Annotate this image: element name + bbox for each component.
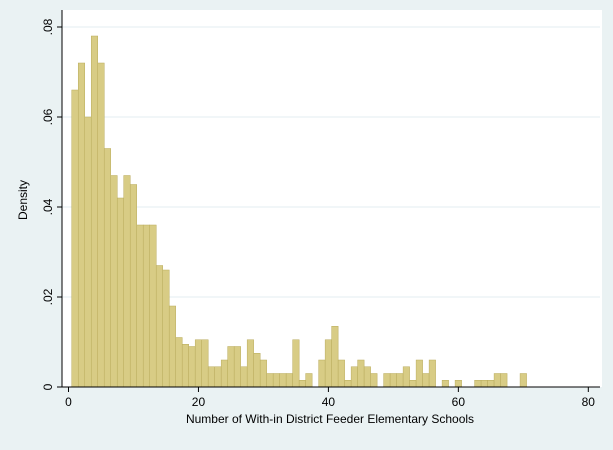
bar [370, 373, 378, 388]
bar [233, 346, 241, 388]
bar [519, 373, 527, 388]
bar [214, 366, 222, 388]
bar [389, 373, 397, 388]
bar [175, 337, 183, 388]
bar [324, 339, 332, 388]
bar [207, 366, 215, 388]
bar [97, 62, 105, 388]
y-tick-label: .04 [41, 198, 55, 215]
bar [298, 380, 306, 388]
bar [253, 353, 261, 388]
bar [350, 366, 358, 388]
bar [441, 380, 449, 388]
bar [149, 224, 157, 388]
y-tick-label: .08 [41, 18, 55, 35]
bar [292, 339, 300, 388]
bar [305, 373, 313, 388]
bar [422, 373, 430, 388]
bar [194, 339, 202, 388]
bar [142, 224, 150, 388]
bar [77, 62, 85, 388]
bar [123, 175, 131, 388]
bar [162, 269, 170, 388]
bar [480, 380, 488, 388]
bar [318, 359, 326, 388]
bar [396, 373, 404, 388]
bar [500, 373, 508, 388]
bar [383, 373, 391, 388]
y-tick-label: .06 [41, 108, 55, 125]
bar [487, 380, 495, 388]
bar [220, 359, 228, 388]
bar [331, 326, 339, 388]
bar [129, 184, 137, 388]
bar [272, 373, 280, 388]
bar [357, 359, 365, 388]
bar [344, 380, 352, 388]
bar [90, 35, 98, 388]
bar [493, 373, 501, 388]
x-tick-label: 20 [192, 395, 206, 409]
y-axis-label: Density [16, 180, 30, 220]
bar [474, 380, 482, 388]
bar [337, 359, 345, 388]
bar [409, 380, 417, 388]
bar [259, 359, 267, 388]
y-tick-label: 0 [41, 383, 55, 390]
bar [285, 373, 293, 388]
bar [168, 305, 176, 388]
bar [415, 359, 423, 388]
bar [266, 373, 274, 388]
bar [136, 224, 144, 388]
bar [103, 148, 111, 388]
bar [363, 366, 371, 388]
x-axis-label: Number of With-in District Feeder Elemen… [186, 412, 474, 426]
bar [71, 89, 79, 388]
bar [201, 339, 209, 388]
bar [116, 197, 124, 388]
y-tick-label: .02 [41, 288, 55, 305]
x-tick-label: 60 [452, 395, 466, 409]
bar [155, 265, 163, 388]
bar [240, 366, 248, 388]
bar [454, 380, 462, 388]
bar [84, 116, 92, 388]
bar [227, 346, 235, 388]
bar [279, 373, 287, 388]
x-tick-label: 40 [322, 395, 336, 409]
bar [188, 346, 196, 388]
bar [428, 359, 436, 388]
bar [402, 366, 410, 388]
bar [181, 344, 189, 388]
bar [246, 339, 254, 388]
bar [110, 175, 118, 388]
x-tick-label: 80 [582, 395, 596, 409]
x-tick-label: 0 [65, 395, 72, 409]
